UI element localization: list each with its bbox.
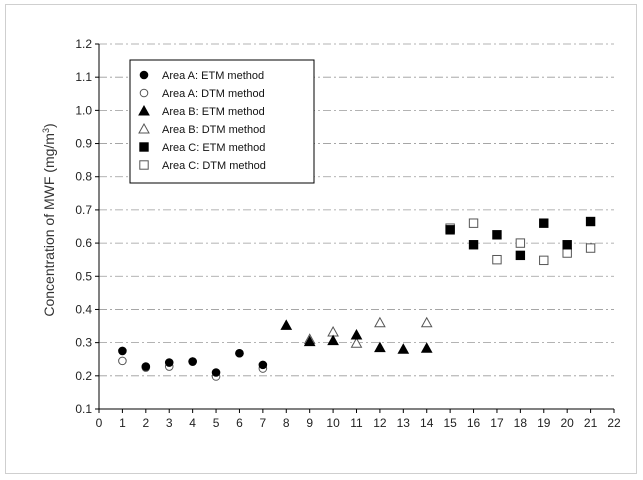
x-tick-label: 4 (189, 416, 196, 430)
x-tick-label: 14 (420, 416, 434, 430)
data-point (280, 319, 293, 330)
x-tick-label: 8 (283, 416, 290, 430)
data-point (374, 341, 386, 353)
x-tick-label: 5 (213, 416, 220, 430)
x-tick-label: 2 (142, 416, 149, 430)
x-tick-label: 7 (260, 416, 267, 430)
data-point (188, 357, 197, 366)
x-tick-label: 18 (514, 416, 528, 430)
y-tick-label: 0.5 (75, 269, 92, 283)
data-point (585, 243, 596, 253)
y-tick-label: 1.1 (75, 70, 92, 84)
data-point (350, 337, 363, 348)
data-points (118, 216, 596, 381)
x-tick-label: 6 (236, 416, 243, 430)
data-point (539, 218, 549, 228)
data-point (515, 238, 526, 248)
x-tick-label: 22 (607, 416, 621, 430)
y-tick-label: 1.0 (75, 103, 92, 117)
legend-label: Area A: DTM method (162, 88, 265, 100)
data-point (327, 334, 339, 346)
data-point (515, 250, 526, 261)
x-tick-label: 21 (584, 416, 598, 430)
data-point (118, 346, 127, 356)
x-tick-label: 15 (443, 416, 457, 430)
legend-label: Area A: ETM method (162, 70, 264, 82)
legend-label: Area C: DTM method (162, 160, 266, 172)
x-tick-label: 3 (166, 416, 173, 430)
data-point (141, 362, 151, 371)
chart-frame: 0 1 2 3 4 5 6 7 8 9 10 11 12 13 14 15 16 17 18 19 20 21 22 0.1… (5, 4, 637, 474)
data-point (445, 225, 455, 235)
legend-marker (139, 160, 149, 170)
y-tick-label: 0.4 (75, 302, 92, 316)
x-axis-ticks: 0 1 2 3 4 5 6 7 8 9 10 11 12 13 14 15 16 17 18 19 20 21 22 (96, 409, 621, 430)
x-tick-label: 0 (96, 416, 103, 430)
legend-label: Area C: ETM method (162, 142, 265, 154)
y-tick-label: 0.3 (75, 336, 92, 350)
legend-box (129, 59, 315, 184)
legend-marker (139, 142, 149, 152)
legend-marker (138, 122, 150, 134)
data-point (562, 248, 572, 258)
legend-marker (138, 104, 150, 116)
x-tick-label: 11 (350, 416, 363, 430)
data-point (350, 328, 363, 340)
data-point (211, 368, 221, 377)
data-point (374, 316, 386, 328)
x-tick-label: 9 (306, 416, 313, 430)
x-tick-label: 17 (490, 416, 504, 430)
data-point (258, 360, 268, 370)
data-point (468, 240, 479, 250)
data-point (539, 255, 549, 266)
y-tick-label: 0.7 (75, 203, 92, 217)
data-point (303, 335, 316, 347)
data-point (235, 348, 244, 358)
data-point (420, 342, 433, 353)
y-axis-ticks: 0.1 0.2 0.3 0.4 0.5 0.6 0.7 0.8 0.9 1.0 1.1 1.2 (75, 37, 99, 416)
scatter-chart: 0 1 2 3 4 5 6 7 8 9 10 11 12 13 14 15 16 17 18 19 20 21 22 0.1… (41, 37, 621, 430)
data-point (562, 240, 572, 250)
legend-marker (139, 88, 149, 98)
y-tick-label: 1.2 (75, 37, 92, 51)
legend-label: Area B: ETM method (162, 106, 265, 118)
data-point (468, 218, 479, 228)
x-tick-label: 13 (397, 416, 411, 430)
y-tick-label: 0.1 (75, 402, 92, 416)
y-tick-label: 0.2 (75, 369, 92, 383)
legend-marker (139, 70, 149, 80)
x-tick-label: 19 (537, 416, 551, 430)
data-point (164, 358, 174, 367)
data-point (585, 216, 596, 227)
y-tick-label: 0.6 (75, 236, 92, 250)
y-tick-label: 0.9 (75, 137, 92, 151)
x-tick-label: 12 (373, 416, 387, 430)
data-point (492, 230, 502, 240)
data-point (492, 254, 502, 265)
legend-label: Area B: DTM method (162, 124, 265, 136)
legend: Area A: ETM method Area A: DTM method Area… (129, 59, 315, 184)
data-point (118, 356, 127, 366)
x-tick-label: 16 (467, 416, 481, 430)
x-tick-label: 1 (119, 416, 126, 430)
x-tick-label: 10 (326, 416, 340, 430)
x-tick-label: 20 (561, 416, 575, 430)
data-point (420, 316, 433, 328)
data-point (397, 343, 410, 354)
y-tick-label: 0.8 (75, 170, 92, 184)
y-axis-title: Concentration of MWF (mg/m3) (41, 123, 57, 316)
